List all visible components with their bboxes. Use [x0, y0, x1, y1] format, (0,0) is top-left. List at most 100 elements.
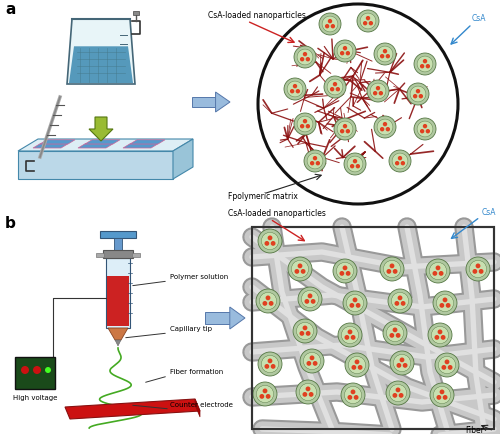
Circle shape: [434, 335, 440, 340]
Circle shape: [284, 79, 306, 101]
Circle shape: [396, 388, 400, 392]
Circle shape: [386, 270, 392, 274]
Circle shape: [266, 296, 270, 301]
Bar: [18, 151, 173, 180]
Circle shape: [293, 319, 317, 343]
Circle shape: [407, 84, 429, 106]
Circle shape: [308, 392, 314, 397]
Circle shape: [389, 151, 411, 173]
Circle shape: [392, 328, 398, 332]
Circle shape: [336, 88, 340, 92]
Circle shape: [300, 270, 306, 274]
Circle shape: [348, 395, 352, 400]
Circle shape: [417, 122, 433, 138]
Circle shape: [270, 241, 276, 246]
Circle shape: [313, 157, 317, 161]
Polygon shape: [205, 312, 230, 324]
Text: CsA: CsA: [472, 14, 486, 23]
Circle shape: [294, 270, 300, 274]
Circle shape: [340, 271, 344, 276]
Circle shape: [423, 60, 427, 64]
Circle shape: [303, 53, 307, 57]
Circle shape: [337, 44, 353, 60]
Circle shape: [367, 81, 389, 103]
Circle shape: [380, 257, 404, 281]
Circle shape: [262, 301, 268, 306]
Circle shape: [466, 257, 490, 281]
Circle shape: [300, 349, 324, 373]
Text: b: b: [5, 216, 16, 230]
Circle shape: [302, 326, 308, 331]
Bar: [252, 227, 494, 429]
Circle shape: [426, 260, 450, 283]
Circle shape: [297, 117, 313, 133]
Circle shape: [420, 65, 424, 69]
Circle shape: [377, 47, 393, 63]
Circle shape: [298, 287, 322, 311]
Bar: [133, 12, 139, 16]
Circle shape: [386, 128, 390, 132]
Circle shape: [262, 355, 278, 373]
Circle shape: [376, 87, 380, 91]
Circle shape: [300, 331, 304, 336]
Circle shape: [316, 161, 320, 166]
Circle shape: [341, 383, 365, 407]
Circle shape: [262, 388, 268, 393]
Polygon shape: [65, 399, 200, 419]
Circle shape: [478, 270, 484, 274]
Circle shape: [302, 392, 308, 397]
Circle shape: [374, 117, 396, 139]
Circle shape: [400, 358, 404, 362]
Circle shape: [308, 294, 312, 299]
Polygon shape: [67, 20, 135, 85]
Circle shape: [328, 20, 332, 24]
Circle shape: [434, 386, 450, 404]
Circle shape: [423, 125, 427, 129]
Circle shape: [290, 90, 294, 94]
Circle shape: [426, 65, 430, 69]
Circle shape: [337, 122, 353, 138]
Text: a: a: [5, 2, 15, 17]
Circle shape: [374, 44, 396, 66]
Circle shape: [436, 266, 440, 271]
Polygon shape: [230, 307, 245, 329]
Circle shape: [354, 395, 358, 400]
Circle shape: [302, 291, 318, 308]
Bar: [96, 253, 104, 257]
Circle shape: [354, 360, 360, 365]
Circle shape: [266, 394, 270, 399]
Circle shape: [310, 355, 314, 361]
Circle shape: [304, 299, 310, 304]
Circle shape: [420, 130, 424, 134]
Circle shape: [414, 54, 436, 76]
Circle shape: [253, 382, 277, 406]
Circle shape: [296, 90, 300, 94]
Circle shape: [21, 366, 29, 374]
Circle shape: [352, 298, 358, 302]
Circle shape: [346, 295, 364, 312]
Circle shape: [325, 25, 330, 30]
Circle shape: [294, 114, 316, 136]
Circle shape: [410, 87, 426, 103]
Circle shape: [293, 85, 297, 89]
Circle shape: [264, 364, 270, 369]
Circle shape: [444, 360, 450, 365]
Circle shape: [380, 128, 384, 132]
Circle shape: [350, 390, 356, 395]
Circle shape: [386, 325, 404, 342]
Text: Polymer solution: Polymer solution: [170, 273, 228, 279]
Circle shape: [378, 92, 383, 96]
Polygon shape: [108, 328, 128, 340]
Circle shape: [432, 327, 448, 344]
Circle shape: [392, 393, 398, 398]
Text: Fiber: Fiber: [465, 425, 484, 434]
Circle shape: [390, 333, 394, 338]
Text: High voltage: High voltage: [13, 394, 57, 400]
Circle shape: [327, 80, 343, 96]
Circle shape: [433, 291, 457, 315]
Circle shape: [330, 25, 335, 30]
Circle shape: [340, 130, 344, 134]
Circle shape: [413, 95, 418, 99]
Circle shape: [392, 270, 398, 274]
Circle shape: [260, 394, 264, 399]
